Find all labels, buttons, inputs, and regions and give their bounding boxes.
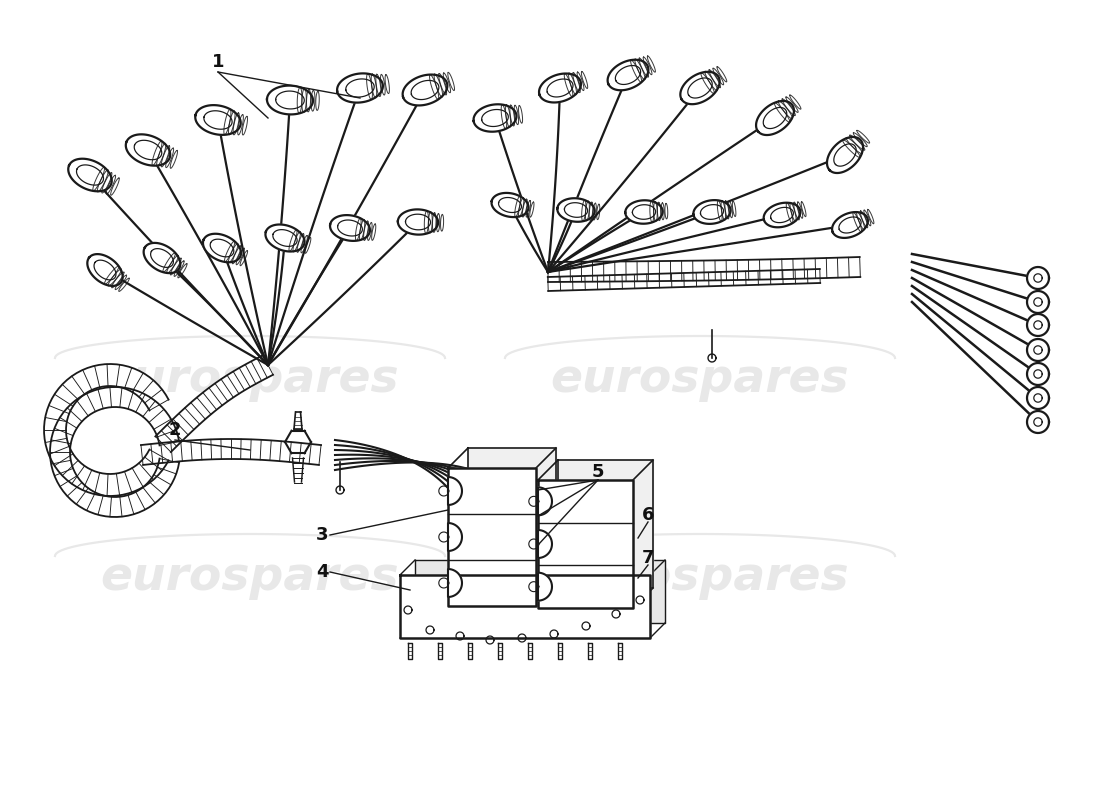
Polygon shape <box>448 523 462 551</box>
Polygon shape <box>87 254 123 286</box>
Text: eurospares: eurospares <box>101 358 399 402</box>
Text: 6: 6 <box>641 506 654 524</box>
Polygon shape <box>607 60 648 90</box>
Polygon shape <box>538 573 552 601</box>
Polygon shape <box>1027 387 1049 409</box>
Polygon shape <box>51 387 179 517</box>
Text: eurospares: eurospares <box>551 555 849 601</box>
Polygon shape <box>1027 411 1049 433</box>
Polygon shape <box>1027 291 1049 313</box>
Text: 5: 5 <box>592 463 604 481</box>
Text: 7: 7 <box>641 549 654 567</box>
Polygon shape <box>693 200 730 224</box>
Polygon shape <box>44 364 168 496</box>
Polygon shape <box>265 225 305 251</box>
Text: eurospares: eurospares <box>551 358 849 402</box>
Polygon shape <box>400 575 650 638</box>
Polygon shape <box>68 158 112 191</box>
Polygon shape <box>1027 267 1049 289</box>
Polygon shape <box>558 198 595 222</box>
Polygon shape <box>448 477 462 505</box>
Polygon shape <box>155 355 273 452</box>
Polygon shape <box>448 569 462 597</box>
Polygon shape <box>125 134 170 166</box>
Polygon shape <box>337 74 383 102</box>
Polygon shape <box>558 460 653 588</box>
Polygon shape <box>827 137 864 173</box>
Text: 2: 2 <box>168 421 182 439</box>
Text: 3: 3 <box>316 526 328 544</box>
Polygon shape <box>492 193 528 217</box>
Polygon shape <box>538 530 552 558</box>
Polygon shape <box>680 72 719 104</box>
Text: 1: 1 <box>211 53 224 71</box>
Polygon shape <box>538 480 632 608</box>
Polygon shape <box>539 74 581 102</box>
Polygon shape <box>625 200 662 224</box>
Polygon shape <box>267 86 314 114</box>
Polygon shape <box>403 74 448 106</box>
Polygon shape <box>1027 363 1049 385</box>
Polygon shape <box>330 215 370 241</box>
Polygon shape <box>548 257 860 282</box>
Polygon shape <box>204 234 241 262</box>
Polygon shape <box>415 560 666 623</box>
Polygon shape <box>832 212 868 238</box>
Polygon shape <box>1027 339 1049 361</box>
Text: eurospares: eurospares <box>101 555 399 601</box>
Text: 4: 4 <box>316 563 328 581</box>
Polygon shape <box>548 269 821 291</box>
Polygon shape <box>473 104 517 132</box>
Polygon shape <box>538 487 552 515</box>
Polygon shape <box>763 202 801 227</box>
Polygon shape <box>1027 314 1049 336</box>
Polygon shape <box>448 468 536 606</box>
Polygon shape <box>468 448 556 586</box>
Polygon shape <box>756 101 794 135</box>
Polygon shape <box>398 210 438 234</box>
Polygon shape <box>141 439 321 465</box>
Polygon shape <box>144 243 180 273</box>
Polygon shape <box>196 105 241 135</box>
